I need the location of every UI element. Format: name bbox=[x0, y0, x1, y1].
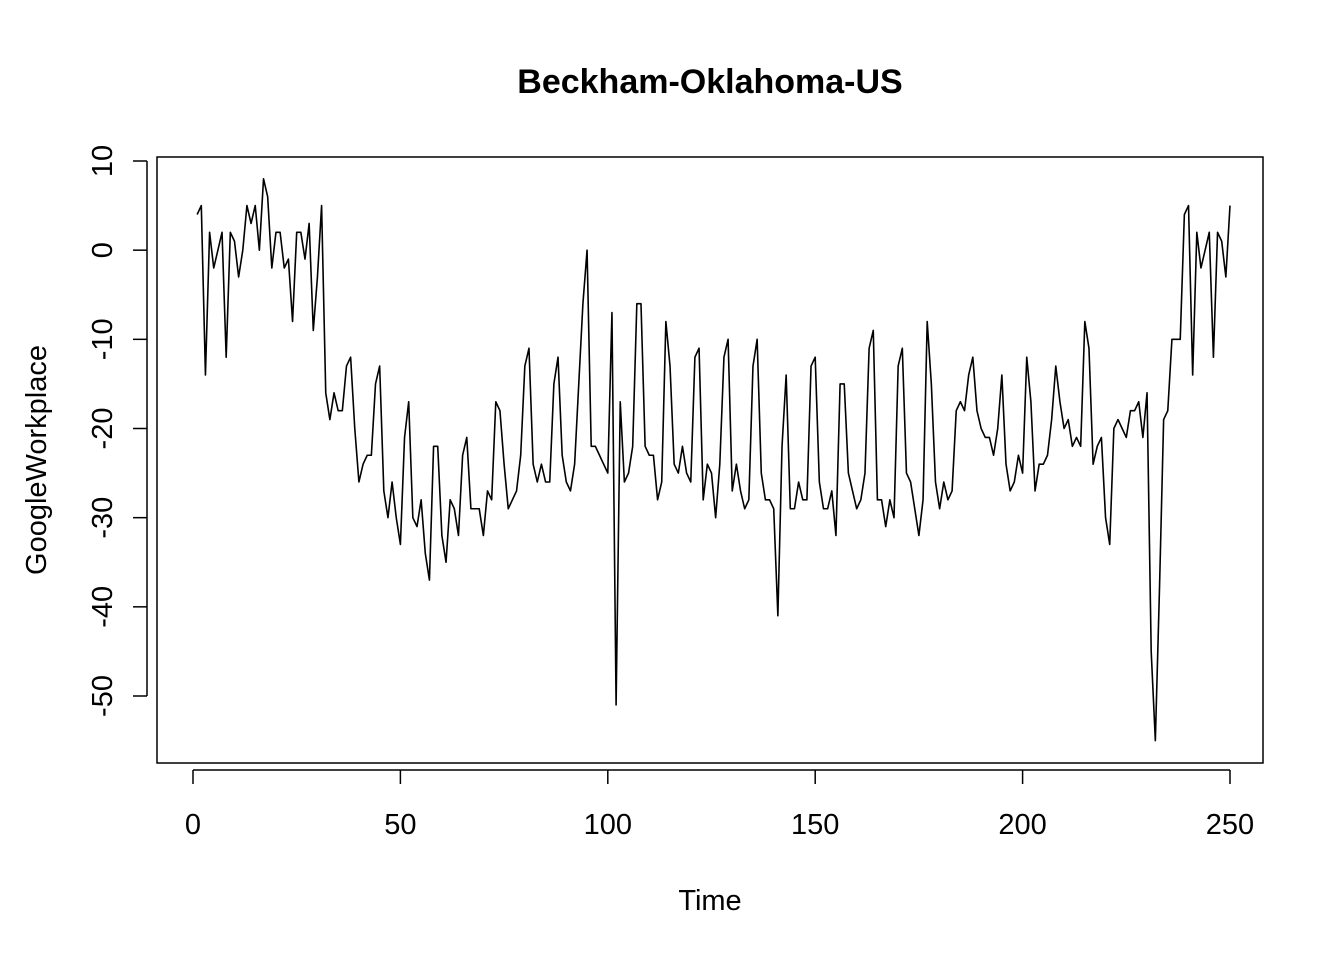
chart-title: Beckham-Oklahoma-US bbox=[517, 63, 902, 101]
x-tick-label: 250 bbox=[1206, 809, 1254, 841]
x-axis: 0 50 100 150 200 250 bbox=[185, 769, 1254, 841]
y-tick-label: -50 bbox=[87, 675, 119, 717]
plot-frame bbox=[156, 156, 1264, 764]
x-tick-label: 150 bbox=[791, 809, 839, 841]
y-tick-label: -10 bbox=[87, 318, 119, 360]
x-axis-label: Time bbox=[678, 885, 741, 917]
x-tick-label: 200 bbox=[998, 809, 1046, 841]
x-tick-label: 50 bbox=[384, 809, 416, 841]
series-line bbox=[196, 178, 1231, 742]
y-tick-label: -30 bbox=[87, 497, 119, 539]
y-tick-label: -20 bbox=[87, 408, 119, 450]
y-axis: -50 -40 -30 -20 -10 0 10 bbox=[87, 145, 148, 717]
y-tick-label: -40 bbox=[87, 586, 119, 628]
x-tick-label: 100 bbox=[584, 809, 632, 841]
y-tick-label: 0 bbox=[87, 242, 119, 258]
y-axis-label: GoogleWorkplace bbox=[21, 345, 53, 575]
x-tick-label: 0 bbox=[185, 809, 201, 841]
y-tick-label: 10 bbox=[87, 145, 119, 177]
